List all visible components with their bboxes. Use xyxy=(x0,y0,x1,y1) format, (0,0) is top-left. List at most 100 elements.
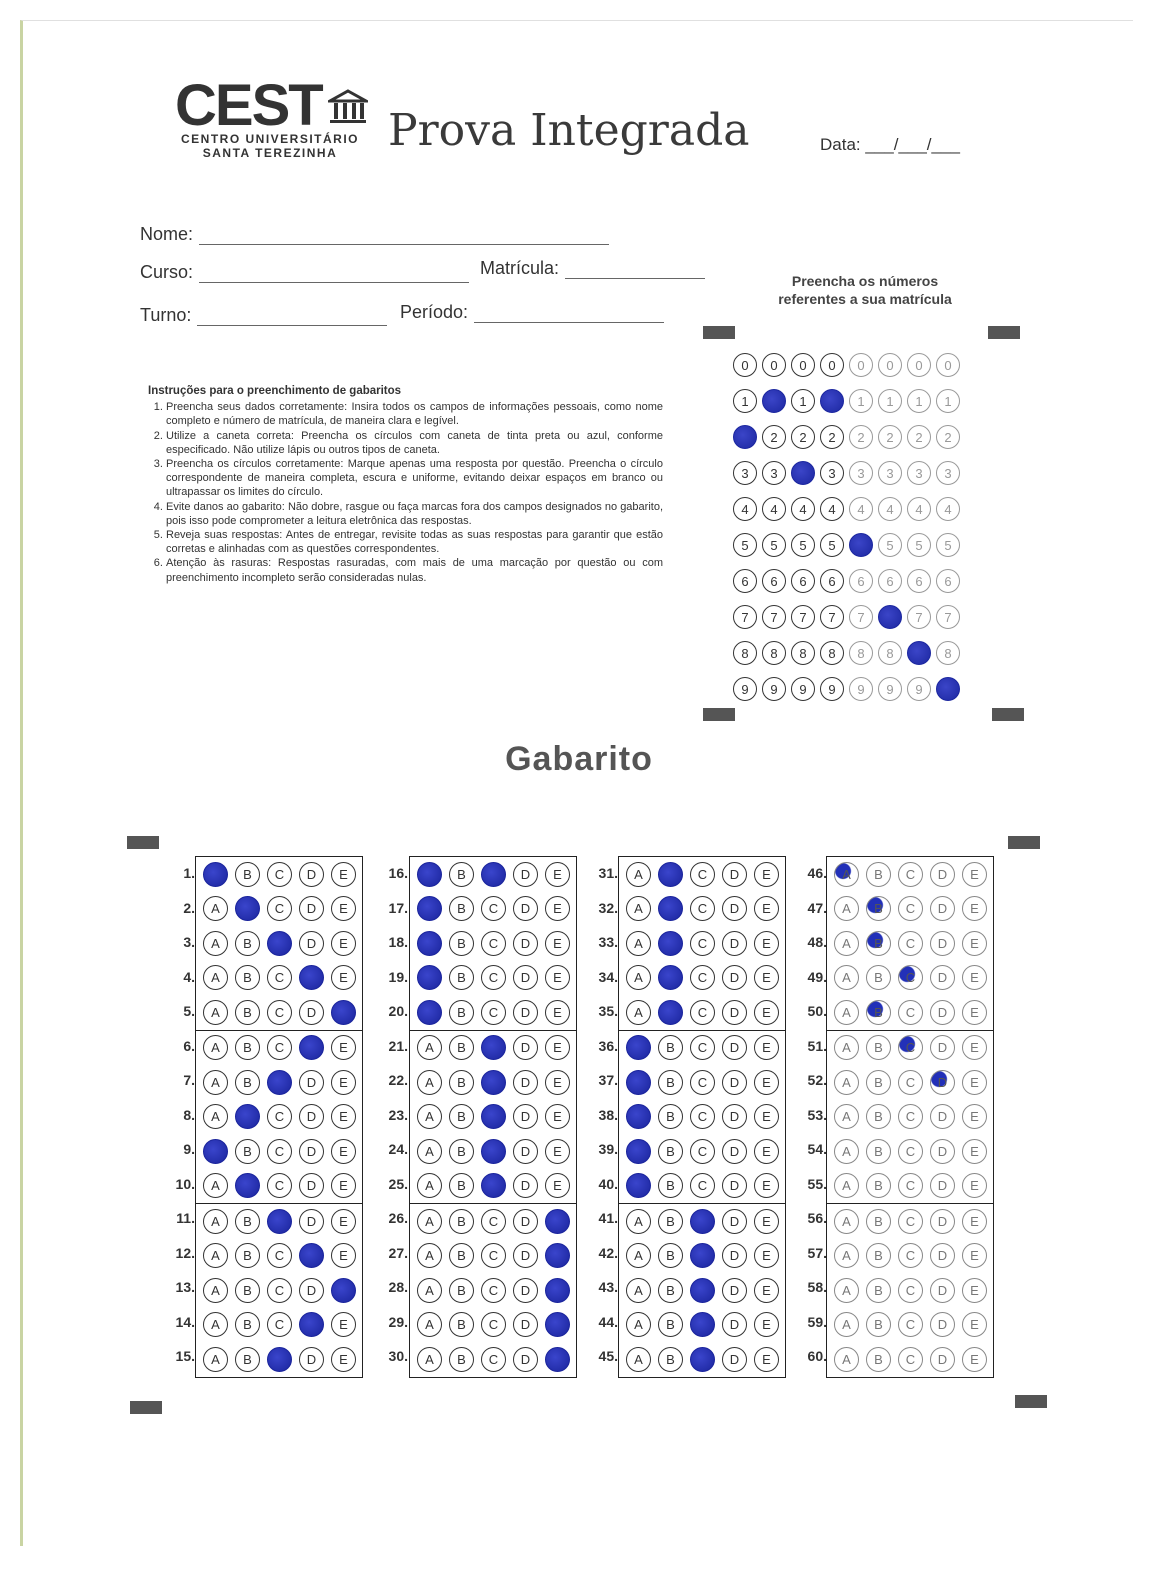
option-bubble[interactable]: E xyxy=(754,896,779,922)
option-bubble[interactable]: B xyxy=(866,1243,891,1269)
option-bubble[interactable]: C xyxy=(690,1312,715,1338)
option-bubble[interactable]: E xyxy=(962,1104,987,1130)
option-bubble[interactable]: C xyxy=(898,1346,923,1372)
option-bubble[interactable]: C xyxy=(267,999,292,1025)
option-bubble[interactable]: C xyxy=(690,1069,715,1095)
option-bubble[interactable]: E xyxy=(545,1069,570,1095)
option-bubble[interactable]: A xyxy=(626,1312,651,1338)
option-bubble[interactable]: C xyxy=(267,1104,292,1130)
option-bubble[interactable]: A xyxy=(834,1069,859,1095)
option-bubble[interactable]: C xyxy=(690,1277,715,1303)
option-bubble[interactable]: B xyxy=(449,861,474,887)
option-bubble[interactable]: B xyxy=(658,1138,683,1164)
option-bubble[interactable]: C xyxy=(690,1208,715,1234)
option-bubble[interactable]: B xyxy=(866,1208,891,1234)
option-bubble[interactable]: C xyxy=(898,1277,923,1303)
option-bubble[interactable]: D xyxy=(299,930,324,956)
option-bubble[interactable]: A xyxy=(203,861,228,887)
matricula-grid[interactable]: 0000000011111111222222223333333344444444… xyxy=(733,347,965,707)
option-bubble[interactable]: E xyxy=(545,896,570,922)
nome-field[interactable]: Nome: xyxy=(140,224,610,245)
matricula-bubble[interactable]: 6 xyxy=(878,569,902,593)
option-bubble[interactable]: E xyxy=(545,1035,570,1061)
matricula-bubble[interactable]: 2 xyxy=(791,425,815,449)
option-bubble[interactable]: A xyxy=(626,1208,651,1234)
option-bubble[interactable]: B xyxy=(866,1104,891,1130)
option-bubble[interactable]: D xyxy=(299,1138,324,1164)
option-bubble[interactable]: B xyxy=(449,999,474,1025)
option-bubble[interactable]: D xyxy=(930,1312,955,1338)
option-bubble[interactable]: B xyxy=(235,1069,260,1095)
option-bubble[interactable]: C xyxy=(898,1035,923,1061)
option-bubble[interactable]: E xyxy=(754,1104,779,1130)
option-bubble[interactable]: B xyxy=(449,1035,474,1061)
matricula-bubble[interactable]: 0 xyxy=(791,353,815,377)
matricula-bubble[interactable]: 5 xyxy=(907,533,931,557)
option-bubble[interactable]: E xyxy=(962,1069,987,1095)
matricula-bubble[interactable]: 2 xyxy=(907,425,931,449)
option-bubble[interactable]: B xyxy=(235,1138,260,1164)
option-bubble[interactable]: D xyxy=(722,1277,747,1303)
option-bubble[interactable]: E xyxy=(331,1312,356,1338)
option-bubble[interactable]: C xyxy=(898,1104,923,1130)
option-bubble[interactable]: C xyxy=(898,930,923,956)
option-bubble[interactable]: B xyxy=(235,1173,260,1199)
option-bubble[interactable]: E xyxy=(754,861,779,887)
matricula-bubble[interactable]: 0 xyxy=(936,353,960,377)
option-bubble[interactable]: D xyxy=(722,1138,747,1164)
option-bubble[interactable]: D xyxy=(299,1173,324,1199)
matricula-bubble[interactable]: 9 xyxy=(849,677,873,701)
option-bubble[interactable]: B xyxy=(866,1138,891,1164)
option-bubble[interactable]: A xyxy=(417,1277,442,1303)
option-bubble[interactable]: A xyxy=(203,1138,228,1164)
option-bubble[interactable]: A xyxy=(626,1104,651,1130)
option-bubble[interactable]: D xyxy=(722,1069,747,1095)
matricula-bubble[interactable]: 3 xyxy=(936,461,960,485)
option-bubble[interactable]: D xyxy=(299,1312,324,1338)
option-bubble[interactable]: E xyxy=(545,1173,570,1199)
date-field[interactable]: Data: ___/___/___ xyxy=(820,135,960,154)
option-bubble[interactable]: C xyxy=(267,1208,292,1234)
option-bubble[interactable]: C xyxy=(898,1208,923,1234)
option-bubble[interactable]: A xyxy=(834,1312,859,1338)
matricula-bubble[interactable]: 3 xyxy=(907,461,931,485)
option-bubble[interactable]: B xyxy=(866,861,891,887)
option-bubble[interactable]: B xyxy=(449,1069,474,1095)
option-bubble[interactable]: A xyxy=(834,1346,859,1372)
option-bubble[interactable]: D xyxy=(513,930,538,956)
matricula-bubble[interactable]: 6 xyxy=(907,569,931,593)
matricula-bubble[interactable]: 0 xyxy=(849,353,873,377)
matricula-bubble[interactable]: 5 xyxy=(762,533,786,557)
matricula-bubble[interactable]: 3 xyxy=(849,461,873,485)
matricula-bubble[interactable]: 7 xyxy=(936,605,960,629)
option-bubble[interactable]: D xyxy=(930,1138,955,1164)
matricula-bubble[interactable]: 1 xyxy=(820,389,844,413)
periodo-field[interactable]: Período: xyxy=(400,302,665,323)
option-bubble[interactable]: B xyxy=(235,1104,260,1130)
option-bubble[interactable]: D xyxy=(299,1208,324,1234)
matricula-bubble[interactable]: 9 xyxy=(907,677,931,701)
option-bubble[interactable]: E xyxy=(962,1138,987,1164)
option-bubble[interactable]: E xyxy=(754,999,779,1025)
option-bubble[interactable]: B xyxy=(866,896,891,922)
option-bubble[interactable]: E xyxy=(545,1138,570,1164)
matricula-bubble[interactable]: 6 xyxy=(762,569,786,593)
option-bubble[interactable]: A xyxy=(417,1312,442,1338)
option-bubble[interactable]: E xyxy=(754,1243,779,1269)
matricula-bubble[interactable]: 2 xyxy=(762,425,786,449)
option-bubble[interactable]: D xyxy=(930,896,955,922)
matricula-bubble[interactable]: 1 xyxy=(733,389,757,413)
matricula-bubble[interactable]: 0 xyxy=(907,353,931,377)
option-bubble[interactable]: C xyxy=(481,896,506,922)
option-bubble[interactable]: D xyxy=(513,1277,538,1303)
option-bubble[interactable]: D xyxy=(722,999,747,1025)
option-bubble[interactable]: D xyxy=(513,896,538,922)
option-bubble[interactable]: B xyxy=(235,1035,260,1061)
option-bubble[interactable]: C xyxy=(267,896,292,922)
option-bubble[interactable]: C xyxy=(267,1277,292,1303)
matricula-bubble[interactable]: 9 xyxy=(762,677,786,701)
matricula-bubble[interactable]: 5 xyxy=(791,533,815,557)
option-bubble[interactable]: D xyxy=(513,965,538,991)
option-bubble[interactable]: C xyxy=(898,1138,923,1164)
option-bubble[interactable]: E xyxy=(331,1346,356,1372)
